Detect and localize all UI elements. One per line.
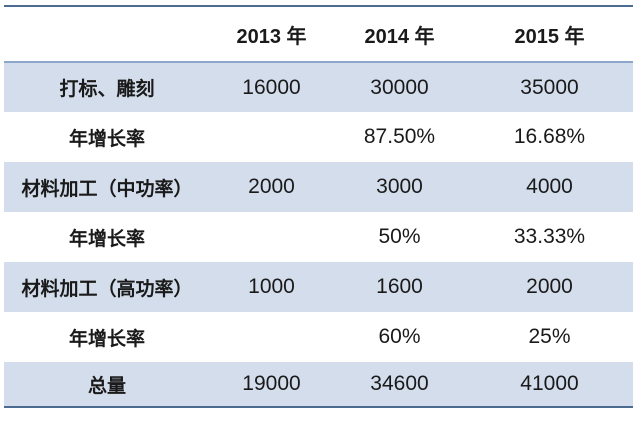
header-cell-year-2014: 2014 年 — [333, 6, 466, 63]
value-cell: 1000 — [248, 275, 295, 298]
value-cell: 2000 — [526, 275, 573, 298]
table-row-growth-rate-1: 年增长率 87.50% 16.68% — [4, 112, 633, 162]
table-row-total: 总量 19000 34600 41000 — [4, 362, 633, 407]
value-cell: 41000 — [520, 372, 579, 395]
value-cell: 3000 — [376, 175, 423, 198]
table-row-marking-engraving: 打标、雕刻 16000 30000 35000 — [4, 62, 633, 112]
value-cell — [210, 312, 333, 362]
row-label-cell: 打标、雕刻 — [59, 79, 155, 100]
header-cell-year-2015: 2015 年 — [466, 6, 633, 63]
value-cell — [210, 212, 333, 262]
table-row-growth-rate-3: 年增长率 60% 25% — [4, 312, 633, 362]
row-label-cell: 年增长率 — [68, 328, 145, 350]
value-cell: 19000 — [242, 372, 301, 395]
row-label-cell: 年增长率 — [68, 128, 145, 150]
value-cell: 35000 — [520, 75, 579, 99]
row-label-cell: 总量 — [87, 375, 126, 397]
header-row: 2013 年 2014 年 2015 年 — [4, 6, 633, 63]
laser-market-table: 2013 年 2014 年 2015 年 打标、雕刻 16000 30000 3… — [4, 5, 633, 408]
value-cell — [210, 112, 333, 162]
table-row-material-processing-medium-power: 材料加工（中功率） 2000 3000 4000 — [4, 162, 633, 212]
value-cell: 2000 — [248, 175, 295, 198]
value-cell: 16000 — [242, 75, 301, 99]
row-label-cell: 年增长率 — [68, 228, 145, 250]
table-row-growth-rate-2: 年增长率 50% 33.33% — [4, 212, 633, 262]
row-label-cell: 材料加工（中功率） — [21, 178, 193, 200]
value-cell: 87.50% — [363, 125, 436, 148]
value-cell: 16.68% — [513, 125, 586, 148]
header-cell-blank — [4, 6, 210, 63]
value-cell: 33.33% — [513, 225, 586, 248]
table-row-material-processing-high-power: 材料加工（高功率） 1000 1600 2000 — [4, 262, 633, 312]
value-cell: 4000 — [526, 175, 573, 198]
value-cell: 25% — [528, 325, 571, 348]
value-cell: 1600 — [376, 275, 423, 298]
value-cell: 50% — [378, 225, 421, 248]
value-cell: 30000 — [370, 75, 429, 99]
row-label-cell: 材料加工（高功率） — [21, 278, 193, 300]
header-cell-year-2013: 2013 年 — [210, 6, 333, 63]
value-cell: 34600 — [370, 372, 429, 395]
value-cell: 60% — [378, 325, 421, 348]
